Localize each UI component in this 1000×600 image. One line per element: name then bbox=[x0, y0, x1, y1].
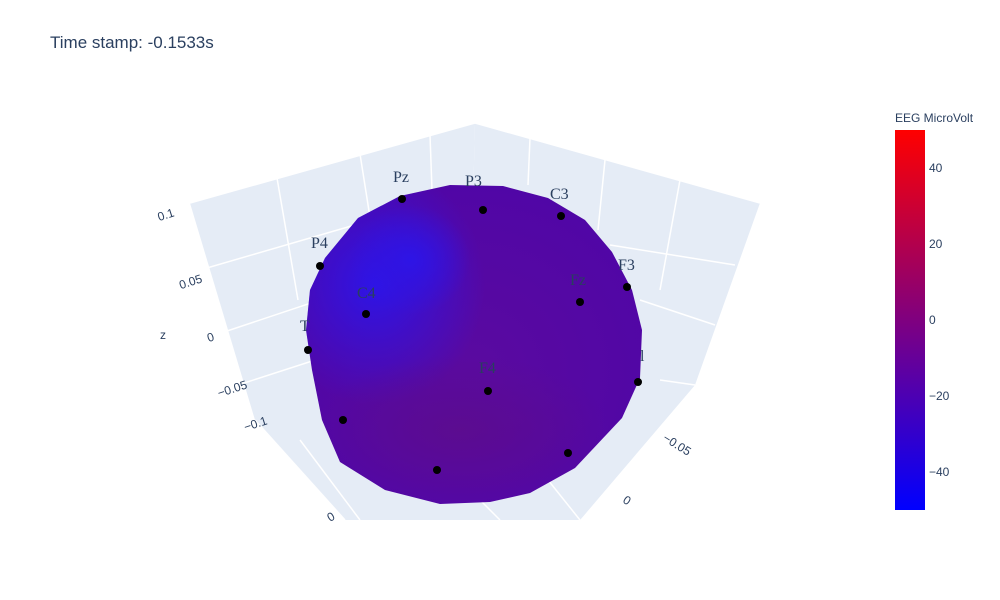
surface-lower-region bbox=[310, 355, 610, 504]
z-axis-tick-label: 0.05 bbox=[177, 271, 204, 292]
colorbar-tick-label: 40 bbox=[929, 161, 943, 175]
electrode-label: l bbox=[640, 348, 645, 365]
colorbar-tick-label: −40 bbox=[929, 465, 950, 479]
colorbar: 40 20 0 −20 −40 bbox=[895, 130, 950, 510]
surface-blue-core bbox=[350, 205, 470, 315]
colorbar-tick-label: 20 bbox=[929, 237, 943, 251]
electrode-marker[interactable] bbox=[576, 298, 584, 306]
electrode-label: P3 bbox=[465, 173, 482, 190]
electrode-label: Pz bbox=[393, 169, 409, 186]
colorbar-tick-label: 0 bbox=[929, 313, 936, 327]
colorbar-ticks: 40 20 0 −20 −40 bbox=[929, 161, 950, 479]
z-axis-tick-label: 0 bbox=[205, 329, 216, 344]
electrode-marker[interactable] bbox=[623, 283, 631, 291]
colorbar-gradient bbox=[895, 130, 925, 510]
electrode-label: F4 bbox=[479, 360, 496, 377]
electrode-label: Fz bbox=[570, 272, 586, 289]
z-axis-tick-label: −0.05 bbox=[216, 377, 250, 400]
chart-title: Time stamp: -0.1533s bbox=[50, 33, 214, 52]
electrode-label: C3 bbox=[550, 186, 569, 203]
electrode-marker-unlabeled[interactable] bbox=[339, 416, 347, 424]
y-axis-tick-label: 0 bbox=[325, 509, 338, 525]
electrode-marker[interactable] bbox=[362, 310, 370, 318]
x-axis-tick-label: 0 bbox=[620, 493, 633, 509]
y-axis-ticks: 0 bbox=[325, 509, 338, 525]
electrode-label: P4 bbox=[311, 235, 328, 252]
x-axis-tick-label: −0.05 bbox=[660, 431, 693, 459]
electrode-marker[interactable] bbox=[479, 206, 487, 214]
z-axis-title: z bbox=[160, 328, 166, 342]
electrode-marker[interactable] bbox=[484, 387, 492, 395]
electrode-marker-unlabeled[interactable] bbox=[564, 449, 572, 457]
electrode-label: C4 bbox=[357, 285, 376, 302]
electrode-marker-unlabeled[interactable] bbox=[433, 466, 441, 474]
electrode-label: T bbox=[300, 318, 310, 335]
electrode-marker[interactable] bbox=[316, 262, 324, 270]
electrode-marker[interactable] bbox=[557, 212, 565, 220]
electrode-markers: Pz P3 C3 P4 Fz F3 C4 T F4 l bbox=[300, 169, 645, 474]
colorbar-tick-label: −20 bbox=[929, 389, 950, 403]
electrode-marker[interactable] bbox=[304, 346, 312, 354]
colorbar-title: EEG MicroVolt bbox=[895, 111, 974, 125]
electrode-marker[interactable] bbox=[398, 195, 406, 203]
z-axis-tick-label: 0.1 bbox=[156, 205, 177, 224]
electrode-label: F3 bbox=[618, 257, 635, 274]
electrode-marker[interactable] bbox=[634, 378, 642, 386]
